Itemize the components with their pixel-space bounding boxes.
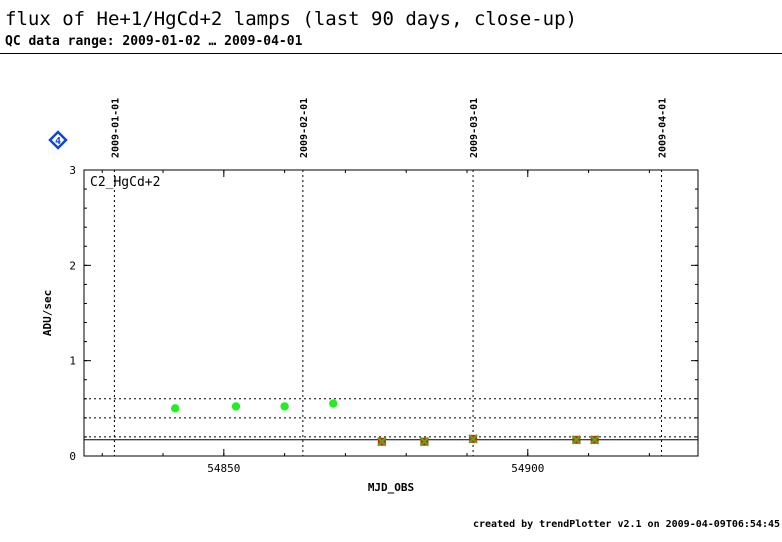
y-axis-label: ADU/sec xyxy=(41,290,54,336)
y-tick-label: 2 xyxy=(69,259,76,272)
data-point-flagged xyxy=(377,436,387,447)
y-tick-label: 3 xyxy=(69,164,76,177)
panel-label: C2_HgCd+2 xyxy=(90,175,160,190)
data-point xyxy=(170,404,180,413)
credit-line: created by trendPlotter v2.1 on 2009-04-… xyxy=(472,519,780,530)
y-tick-label: 1 xyxy=(69,355,76,368)
x-axis-label: MJD_OBS xyxy=(368,481,414,494)
page-title: flux of He+1/HgCd+2 lamps (last 90 days,… xyxy=(5,8,577,30)
plot-area: 2009-01-01 2009-02-01 2009-03-01 2009-04-01… xyxy=(69,98,699,475)
data-point xyxy=(231,402,241,411)
badge-label: 4 xyxy=(55,136,61,147)
date-marker-label: 2009-01-01 xyxy=(110,98,121,158)
data-point xyxy=(280,402,289,411)
badge-marker: 4 xyxy=(48,130,68,150)
data-point-flagged xyxy=(571,435,582,445)
data-point-flagged xyxy=(589,435,600,445)
data-range-subtitle: QC data range: 2009-01-02 … 2009-04-01 xyxy=(5,34,303,49)
plot-frame xyxy=(83,169,699,457)
data-point-flagged xyxy=(419,436,430,447)
x-tick-label: 54900 xyxy=(511,462,544,475)
date-marker-label: 2009-02-01 xyxy=(299,98,310,158)
data-point xyxy=(329,399,338,408)
data-point-flagged xyxy=(468,434,478,444)
date-marker-label: 2009-04-01 xyxy=(658,98,669,158)
date-marker-label: 2009-03-01 xyxy=(469,98,480,158)
header-divider xyxy=(0,53,782,54)
diamond-icon xyxy=(48,130,68,150)
x-tick-label: 54850 xyxy=(207,462,240,475)
y-tick-label: 0 xyxy=(69,450,76,463)
